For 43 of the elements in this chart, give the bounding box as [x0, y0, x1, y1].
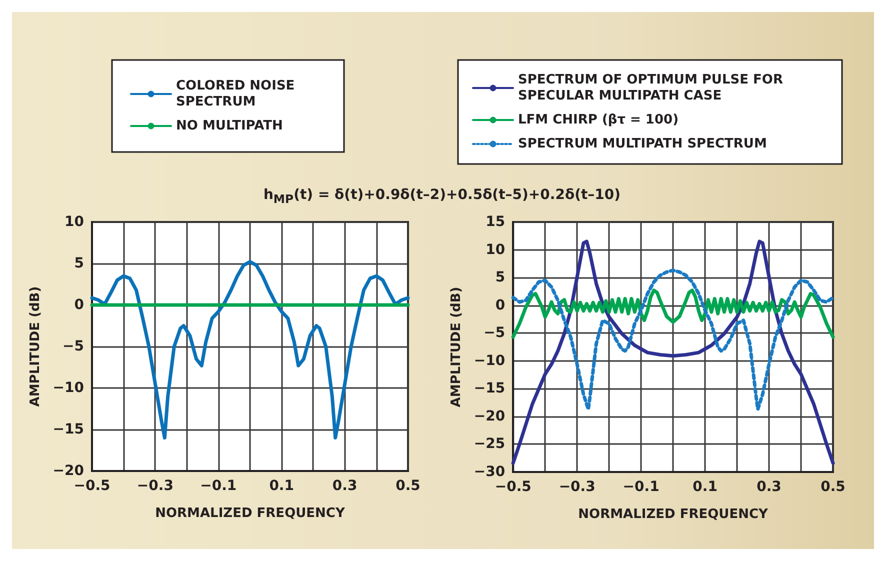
chart-title: h$_{MP}$(t) = δ(t)+0.9δ(t–2)+0.5δ(t–5)+0.2δ(t–10) — [262, 187, 622, 206]
y-tick-label: 5 — [74, 256, 84, 272]
line-series — [511, 240, 835, 465]
x-tick-label: 0.3 — [756, 479, 782, 495]
y-axis-title: AMPLITUDE (dB) — [28, 286, 43, 407]
x-tick-label: −0.5 — [494, 479, 532, 495]
y-tick-label: 0 — [74, 297, 84, 313]
line-series — [90, 260, 410, 440]
x-tick-label: 0.3 — [332, 478, 358, 494]
y-tick-label: −25 — [474, 436, 506, 452]
x-tick-label: −0.5 — [74, 478, 110, 494]
legend-label: SPECTRUM OF OPTIMUM PULSE FOR SPECULAR MULTIPATH CASE — [518, 72, 788, 104]
x-axis-title: NORMALIZED FREQUENCY — [578, 507, 769, 522]
y-tick-label: −30 — [474, 464, 506, 480]
x-tick-label: 0.1 — [269, 478, 294, 494]
y-tick-label: −10 — [52, 380, 84, 396]
x-axis-title: NORMALIZED FREQUENCY — [155, 506, 346, 521]
y-tick-label: −20 — [474, 408, 506, 424]
y-tick-label: −5 — [62, 338, 84, 354]
x-tick-label: −0.1 — [200, 478, 237, 494]
y-tick-label: 0 — [495, 297, 506, 314]
x-tick-label: −0.3 — [136, 478, 174, 494]
legend-label: COLORED NOISE SPECTRUM — [176, 78, 300, 110]
x-tick-label: −0.1 — [622, 479, 660, 495]
y-tick-label: 5 — [495, 270, 506, 286]
x-tick-label: 0.1 — [692, 479, 718, 495]
legend-label: LFM CHIRP (βτ = 100) — [518, 112, 679, 128]
y-axis-title: AMPLITUDE (dB) — [449, 286, 464, 408]
x-tick-label: 0.5 — [820, 479, 846, 495]
y-tick-label: −10 — [474, 352, 506, 369]
line-series — [511, 268, 835, 411]
y-tick-label: 15 — [486, 214, 506, 230]
legend-label: SPECTRUM MULTIPATH SPECTRUM — [518, 136, 767, 152]
x-tick-label: 0.5 — [396, 478, 420, 494]
y-tick-label: −15 — [474, 380, 506, 397]
y-tick-label: 10 — [486, 242, 506, 258]
x-tick-label: −0.3 — [558, 479, 596, 495]
line-series — [511, 288, 835, 339]
y-tick-label: −5 — [484, 325, 506, 342]
y-tick-label: 10 — [64, 214, 84, 230]
y-tick-label: −15 — [52, 422, 84, 438]
y-tick-label: −20 — [52, 463, 84, 479]
legend-label: NO MULTIPATH — [176, 118, 283, 134]
